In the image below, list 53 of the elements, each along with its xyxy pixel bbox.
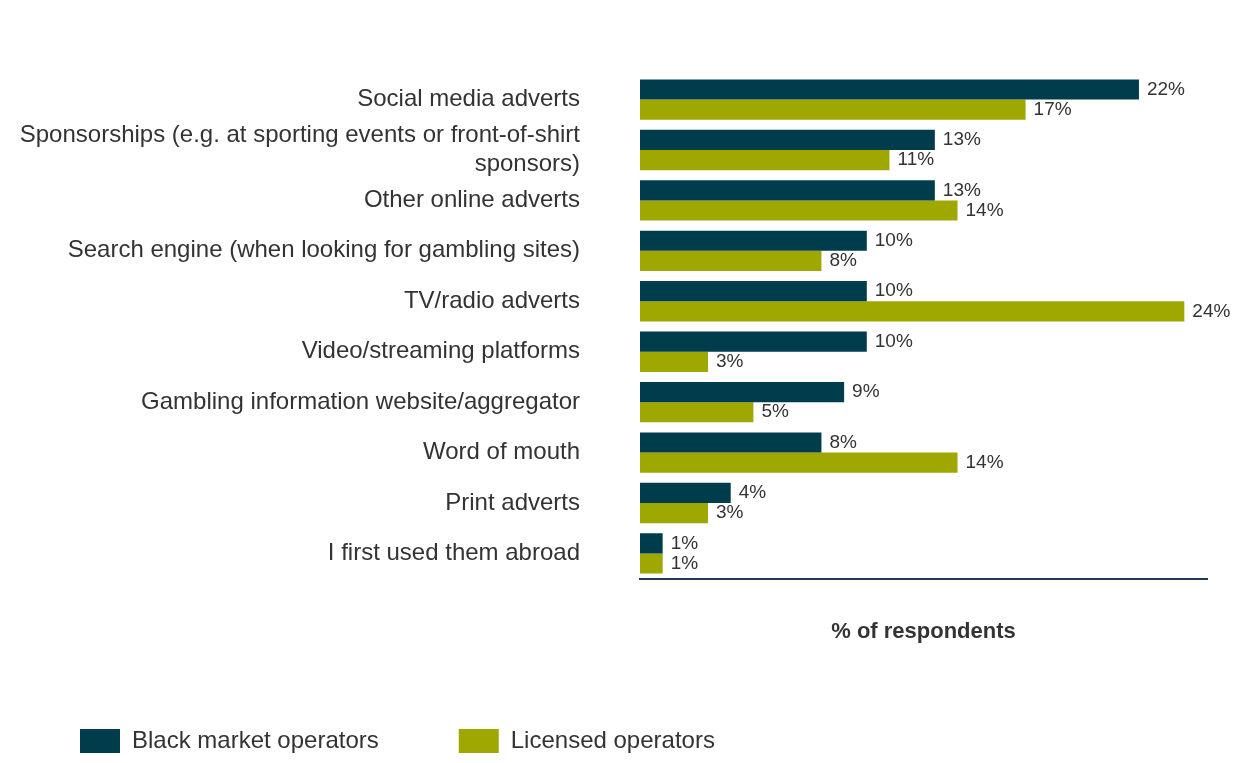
bar — [640, 533, 663, 554]
y-tick-label: I first used them abroad — [327, 538, 580, 566]
bar — [640, 402, 754, 423]
y-tick-label: Sponsorships (e.g. at sporting events or front-of-shirt sponsors) — [19, 120, 581, 177]
data-label: 3% — [716, 501, 744, 523]
bar — [640, 250, 822, 272]
bar — [640, 129, 935, 151]
y-tick-label: Other online adverts — [363, 185, 580, 213]
legend-label: Black market operators — [132, 725, 379, 753]
bar — [640, 301, 1185, 322]
bar — [640, 381, 845, 403]
data-label: 10% — [874, 229, 913, 251]
data-label: 14% — [965, 198, 1004, 220]
data-label: 8% — [829, 430, 858, 452]
data-label: 3% — [716, 350, 744, 372]
bar — [640, 452, 958, 473]
y-tick-label: Word of mouth — [423, 437, 580, 465]
data-label: 22% — [1146, 77, 1186, 99]
y-tick-label: Video/streaming platforms — [301, 336, 580, 364]
data-label: 5% — [761, 400, 789, 422]
bar — [640, 230, 867, 251]
y-tick-label: Gambling information website/aggregator — [141, 386, 580, 414]
bar — [640, 351, 709, 372]
data-label: 11% — [897, 148, 935, 170]
bar — [640, 482, 731, 503]
data-label: 1% — [670, 531, 699, 553]
legend-label: Licensed operators — [510, 725, 715, 753]
bar — [640, 553, 663, 574]
y-tick-label: Search engine (when looking for gambling sites) — [67, 235, 580, 263]
data-label: 14% — [965, 450, 1004, 472]
bar — [640, 281, 867, 302]
bar — [640, 150, 890, 171]
x-axis-title: % of respondents — [831, 617, 1016, 643]
data-label: 13% — [942, 178, 981, 200]
data-label: 10% — [874, 329, 913, 351]
data-label: 1% — [670, 551, 699, 573]
y-tick-label: Print adverts — [445, 487, 580, 515]
bar — [640, 99, 1026, 120]
bar — [640, 79, 1139, 100]
data-label: 8% — [829, 249, 858, 271]
bar — [640, 502, 709, 524]
data-label: 13% — [942, 128, 981, 150]
bar — [640, 200, 958, 221]
data-label: 4% — [738, 481, 767, 503]
data-label: 24% — [1192, 299, 1231, 321]
data-label: 17% — [1033, 97, 1072, 119]
bar — [640, 180, 935, 201]
bar — [640, 432, 822, 453]
bar — [640, 331, 867, 352]
y-tick-label: Social media adverts — [357, 84, 580, 112]
y-tick-label: TV/radio adverts — [403, 285, 580, 313]
data-label: 10% — [874, 279, 913, 301]
data-label: 9% — [852, 380, 880, 402]
